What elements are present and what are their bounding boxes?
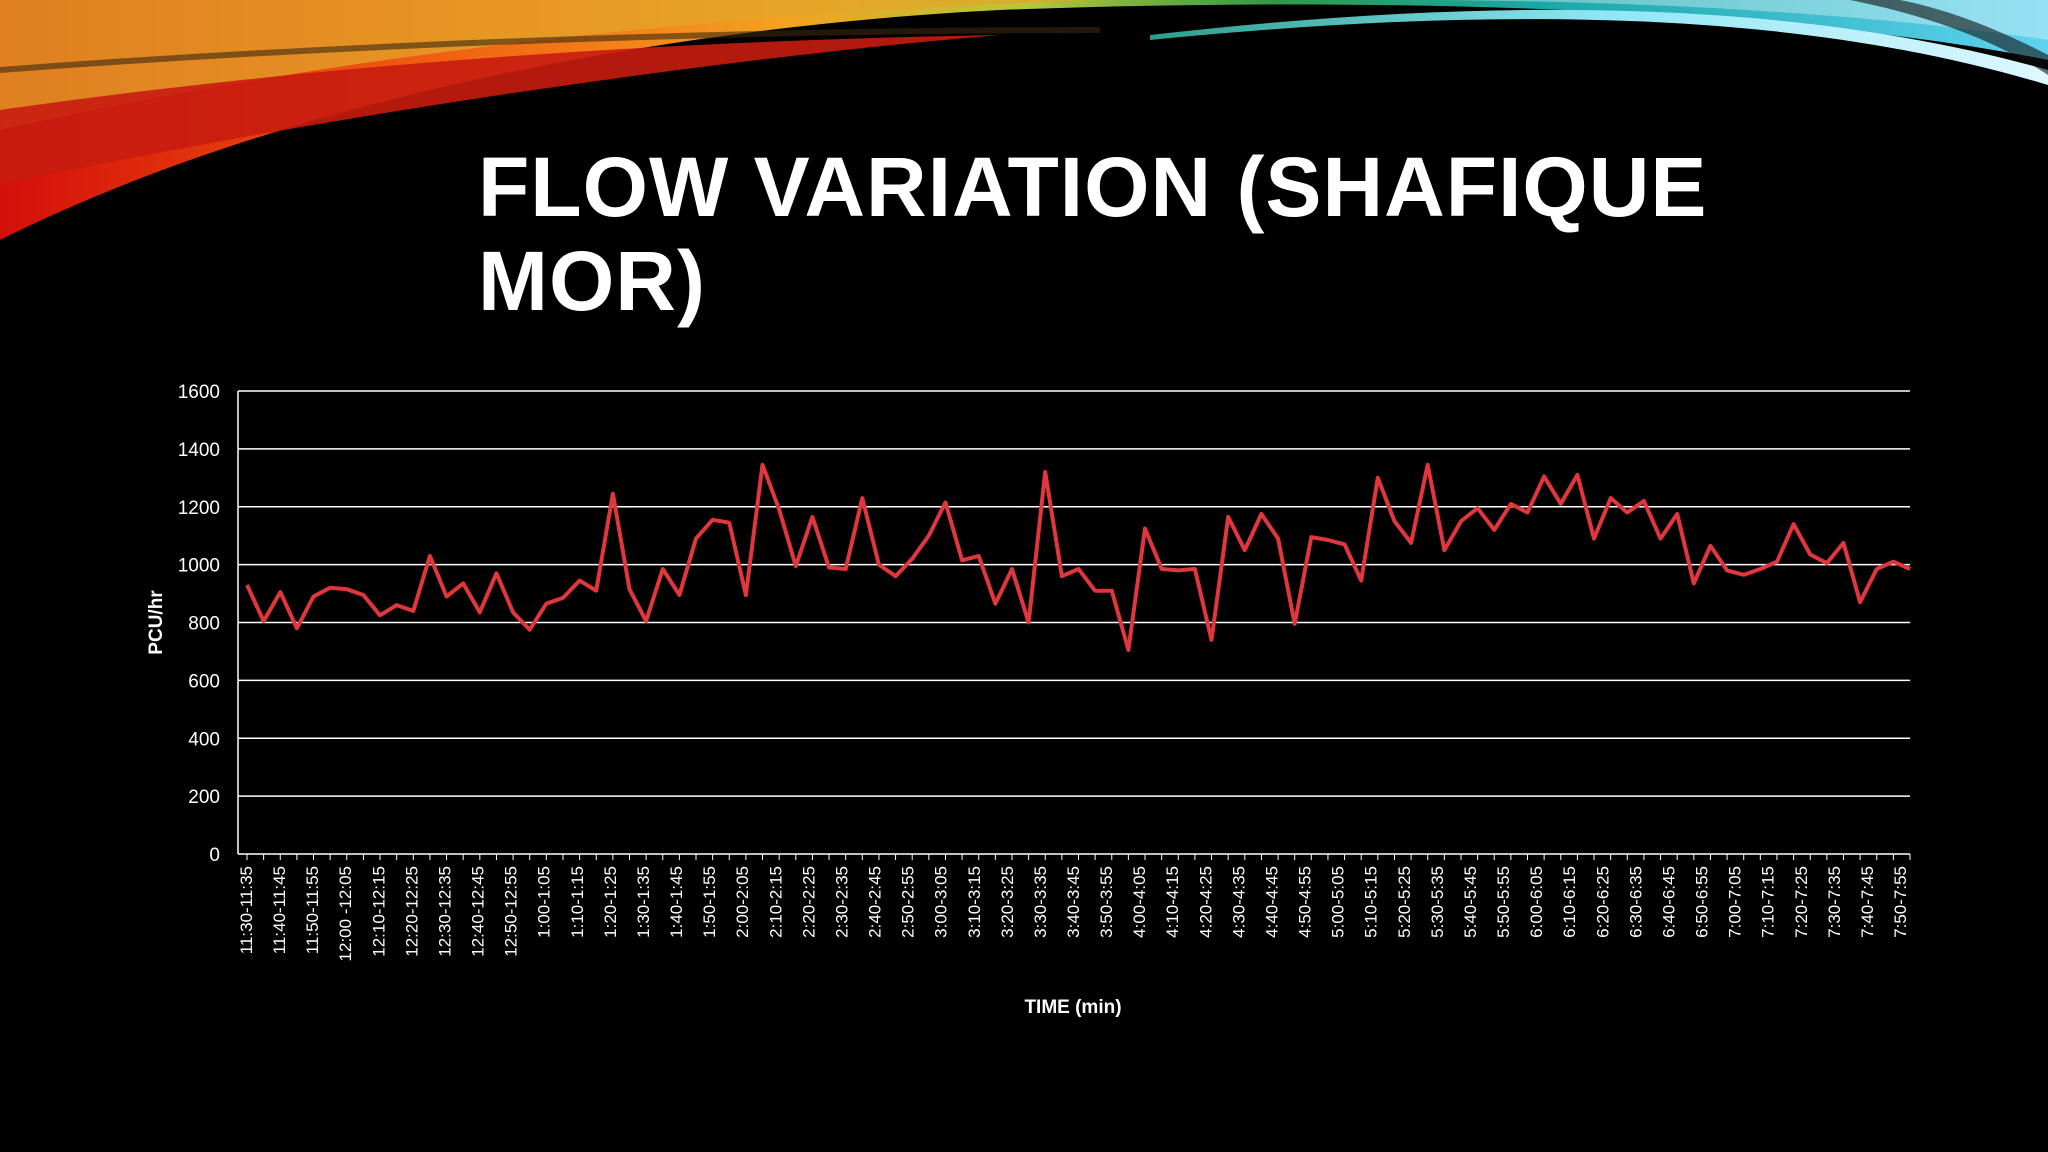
x-tick-label: 6:10-6:15 [1560, 866, 1579, 938]
x-tick-label: 3:10-3:15 [965, 866, 984, 938]
x-tick-label: 1:20-1:25 [601, 866, 620, 938]
y-tick-label: 800 [188, 614, 220, 635]
x-tick-label: 5:40-5:45 [1461, 866, 1480, 938]
x-tick-label: 5:10-5:15 [1362, 866, 1381, 938]
x-tick-label: 1:40-1:45 [667, 866, 686, 938]
x-tick-label: 12:50-12:55 [502, 866, 521, 957]
x-tick-label: 12:00 -12:05 [336, 866, 355, 961]
x-tick-label: 12:30-12:35 [435, 866, 454, 957]
x-tick-label: 6:50-6:55 [1693, 866, 1712, 938]
x-tick-label: 4:20-4:25 [1196, 866, 1215, 938]
y-tick-label: 0 [209, 845, 220, 866]
y-tick-label: 400 [188, 729, 220, 750]
x-tick-label: 11:40-11:45 [270, 866, 289, 954]
x-tick-label: 2:00-2:05 [733, 866, 752, 938]
x-tick-label: 7:30-7:35 [1825, 866, 1844, 938]
x-tick-label: 11:50-11:55 [303, 866, 322, 954]
x-tick-label: 4:00-4:05 [1130, 866, 1149, 938]
x-tick-label: 12:10-12:15 [369, 866, 388, 957]
x-tick-label: 7:10-7:15 [1759, 866, 1778, 938]
y-tick-label: 1200 [178, 498, 220, 519]
x-tick-label: 5:30-5:35 [1428, 866, 1447, 938]
x-tick-label: 5:20-5:25 [1395, 866, 1414, 938]
x-tick-labels: 11:30-11:35 11:40-11:45 11:50-11:55 12:00 -… [237, 866, 1910, 961]
x-tick-label: 2:40-2:45 [866, 866, 885, 938]
x-tick-label: 3:00-3:05 [932, 866, 951, 938]
x-tick-label: 6:20-6:25 [1593, 866, 1612, 938]
y-axis-title: PCU/hr [146, 590, 167, 655]
x-tick-label: 2:20-2:25 [799, 866, 818, 938]
x-tick-marks [246, 854, 1911, 860]
x-tick-label: 1:10-1:15 [568, 866, 587, 938]
x-tick-label: 1:00-1:05 [535, 866, 554, 938]
x-tick-label: 2:50-2:55 [899, 866, 918, 938]
x-tick-label: 3:50-3:55 [1097, 866, 1116, 938]
x-tick-label: 6:00-6:05 [1527, 866, 1546, 938]
y-tick-label: 200 [188, 787, 220, 808]
x-tick-label: 7:40-7:45 [1858, 866, 1877, 938]
slide-title: FLOW VARIATION (SHAFIQUE MOR) [478, 140, 1708, 328]
y-tick-labels: 0 200 400 600 800 1000 1200 1400 1600 [178, 382, 220, 866]
x-tick-label: 2:30-2:35 [832, 866, 851, 938]
x-tick-label: 4:50-4:55 [1296, 866, 1315, 938]
x-tick-label: 1:50-1:55 [700, 866, 719, 938]
y-tick-label: 600 [188, 671, 220, 692]
x-tick-label: 12:40-12:45 [469, 866, 488, 957]
x-tick-label: 3:20-3:25 [998, 866, 1017, 938]
x-tick-label: 7:00-7:05 [1726, 866, 1745, 938]
x-tick-label: 12:20-12:25 [402, 866, 421, 957]
x-tick-label: 6:40-6:45 [1659, 866, 1678, 938]
x-tick-label: 11:30-11:35 [237, 866, 256, 954]
x-tick-label: 1:30-1:35 [634, 866, 653, 938]
y-tick-label: 1000 [178, 556, 220, 577]
x-tick-label: 2:10-2:15 [766, 866, 785, 938]
x-tick-label: 4:10-4:15 [1163, 866, 1182, 938]
series-line-pcu [245, 462, 1911, 652]
x-tick-label: 4:40-4:45 [1262, 866, 1281, 938]
x-tick-label: 7:20-7:25 [1792, 866, 1811, 938]
y-tick-label: 1400 [178, 440, 220, 461]
x-tick-label: 6:30-6:35 [1626, 866, 1645, 938]
x-tick-label: 7:50-7:55 [1891, 866, 1910, 938]
x-tick-label: 3:30-3:35 [1031, 866, 1050, 938]
x-tick-label: 5:50-5:55 [1494, 866, 1513, 938]
x-tick-label: 3:40-3:45 [1064, 866, 1083, 938]
decorative-header-swoosh [0, 0, 2048, 240]
x-axis-title: TIME (min) [1024, 997, 1121, 1018]
y-tick-label: 1600 [178, 382, 220, 403]
x-tick-label: 4:30-4:35 [1229, 866, 1248, 938]
x-tick-label: 5:00-5:05 [1329, 866, 1348, 938]
grid-lines [238, 390, 1910, 797]
